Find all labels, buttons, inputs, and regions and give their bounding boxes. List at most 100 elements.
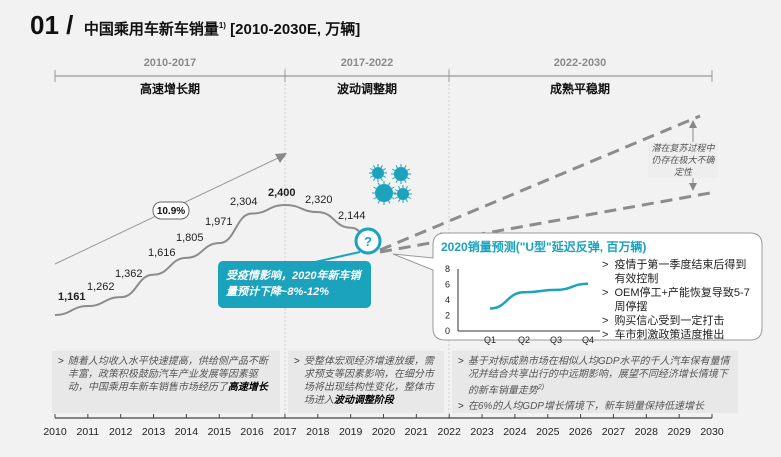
covid-callout: 受疫情影响，2020年新车销量预计下降~8%-12%	[218, 261, 371, 308]
bullet-marker: >	[294, 356, 300, 367]
bullet-text: 车市刺激政策适度推出	[614, 329, 725, 341]
title-units: [2010-2030E, 万辆]	[230, 21, 361, 38]
bullet-marker: >	[602, 329, 609, 341]
virus-icon	[391, 164, 411, 184]
virus-icon	[372, 181, 396, 205]
value-label: 1,805	[176, 232, 204, 244]
mini-y-tick-label: 4	[445, 295, 450, 305]
value-label: 2,144	[338, 210, 366, 222]
x-tick-label: 2017	[273, 426, 297, 438]
x-tick-label: 2010	[43, 426, 67, 438]
x-tick-label: 2026	[568, 426, 593, 438]
x-tick-label: 2012	[109, 426, 133, 438]
x-tick-label: 2027	[601, 426, 626, 438]
mini-y-tick-label: 2	[445, 311, 450, 321]
note-emphasis: 高速增长	[227, 382, 268, 393]
period-range-1: 2010-2017	[143, 57, 197, 69]
x-tick-label: 2020	[371, 426, 396, 438]
footnote-marker: 1)	[218, 21, 226, 30]
value-label: 1,362	[115, 268, 143, 280]
slide-title: 01 / 中国乘用车新车销量1) [2010-2030E, 万辆]	[30, 10, 360, 41]
x-tick-label: 2023	[470, 426, 494, 438]
value-label: 2,400	[268, 187, 296, 199]
bullet-text: 购买信心受到一定打击	[614, 315, 725, 327]
value-label: 2,320	[305, 194, 333, 206]
note-period-1: > 随着人均收入水平快速提高，供给侧产品不断丰富，政策积极鼓励汽车产业发展等因素驱…	[52, 351, 280, 413]
period-name-3: 成熟平稳期	[549, 82, 610, 96]
x-tick-label: 2030	[700, 426, 724, 438]
x-tick-label: 2014	[174, 426, 199, 438]
uncertainty-arrowhead-down	[689, 183, 697, 191]
period-name-1: 高速增长期	[139, 82, 200, 96]
x-tick-label: 2028	[634, 426, 658, 438]
bullet-text: 疫情于第一季度结束后得到有效控制	[614, 259, 747, 285]
chart-title: 中国乘用车新车销量1) [2010-2030E, 万辆]	[84, 21, 360, 38]
forecast-bullet: > 疫情于第一季度结束后得到有效控制	[602, 258, 752, 286]
x-tick-label: 2021	[404, 426, 429, 438]
bullet-marker: >	[58, 356, 64, 367]
value-label: 1,262	[87, 281, 115, 293]
x-tick-label: 2029	[667, 426, 691, 438]
callout-connector	[314, 251, 361, 263]
question-mark: ?	[364, 234, 372, 249]
forecast-bubble	[392, 232, 763, 341]
x-tick-label: 2019	[338, 426, 363, 438]
period-range-2: 2017-2022	[340, 57, 394, 69]
value-label: 1,971	[205, 216, 233, 228]
bullet-marker: >	[602, 315, 609, 327]
forecast-bullet: > 车市刺激政策适度推出	[602, 328, 752, 342]
uncertainty-note: 潜在复苏过程中仍存在极大不确定性	[648, 142, 718, 178]
virus-icon	[369, 164, 387, 182]
cagr-arrowhead	[275, 153, 287, 163]
x-tick-label: 2024	[503, 426, 527, 438]
forecast-bullet: > 购买信心受到一定打击	[602, 314, 752, 328]
x-tick-label: 2013	[141, 426, 166, 438]
mini-x-tick-label: Q2	[518, 335, 530, 345]
sales-line	[54, 203, 373, 316]
cagr-label: 10.9%	[157, 206, 185, 217]
x-tick-label: 2015	[207, 426, 231, 438]
note-text: 受整体宏观经济增速放缓，需求预支等因素影响，在细分市场将出现结构性变化，整体市场…	[303, 356, 434, 406]
uncertainty-arrowhead-up	[689, 120, 697, 128]
question-circle-icon	[354, 227, 382, 255]
bullet-text: OEM停工+产能恢复导致5-7周停摆	[614, 287, 750, 313]
mini-x-tick-label: Q3	[550, 335, 562, 345]
x-tick-label: 2025	[536, 426, 560, 438]
mini-x-tick-label: Q1	[484, 335, 496, 345]
value-label: 2,304	[230, 196, 258, 208]
forecast-title: 2020销量预测("U型"延迟反弹, 百万辆)	[441, 240, 647, 254]
note-period-2: > 受整体宏观经济增速放缓，需求预支等因素影响，在细分市场将出现结构性变化，整体市…	[288, 351, 444, 413]
value-label: 1,616	[148, 247, 176, 259]
x-tick-label: 2022	[437, 426, 461, 438]
mini-x-tick-label: Q4	[582, 335, 594, 345]
value-label: 1,161	[58, 291, 86, 303]
forecast-bullets: > 疫情于第一季度结束后得到有效控制 > OEM停工+产能恢复导致5-7周停摆 > 购…	[602, 258, 752, 342]
note-text: 在6%的人均GDP增长情境下，新车销量保持低速增长	[467, 401, 704, 413]
mini-y-tick-label: 0	[445, 326, 450, 336]
cagr-pill	[152, 201, 190, 220]
note-period-3: > 基于对标成熟市场在相似人均GDP水平的千人汽车保有量情况并结合共享出行的中远期…	[452, 351, 738, 413]
mini-y-tick-label: 8	[445, 264, 450, 274]
title-text: 中国乘用车新车销量	[83, 21, 219, 38]
x-tick-label: 2011	[76, 426, 100, 438]
forecast-bullet: > OEM停工+产能恢复导致5-7周停摆	[602, 286, 752, 314]
virus-icon	[394, 185, 412, 203]
mini-forecast-line	[489, 282, 589, 310]
x-tick-label: 2016	[240, 426, 264, 438]
note-text: 随着人均收入水平快速提高，供给侧产品不断丰富，政策积极鼓励汽车产业发展等因素驱动…	[67, 356, 268, 393]
mini-y-tick-label: 6	[445, 280, 450, 290]
x-tick-label: 2018	[306, 426, 330, 438]
bullet-marker: >	[458, 401, 464, 413]
bullet-marker: >	[602, 259, 609, 271]
section-number: 01 /	[30, 10, 74, 40]
bullet-marker: >	[458, 356, 464, 367]
footnote-marker: 2)	[537, 384, 545, 391]
bullet-marker: >	[602, 287, 609, 299]
note-text: 基于对标成熟市场在相似人均GDP水平的千人汽车保有量情况并结合共享出行的中远期影…	[467, 356, 730, 397]
period-name-2: 波动调整期	[336, 82, 397, 96]
forecast-upper-dashed	[379, 114, 701, 252]
virus-icons	[369, 164, 412, 205]
note-emphasis: 波动调整阶段	[333, 395, 394, 406]
